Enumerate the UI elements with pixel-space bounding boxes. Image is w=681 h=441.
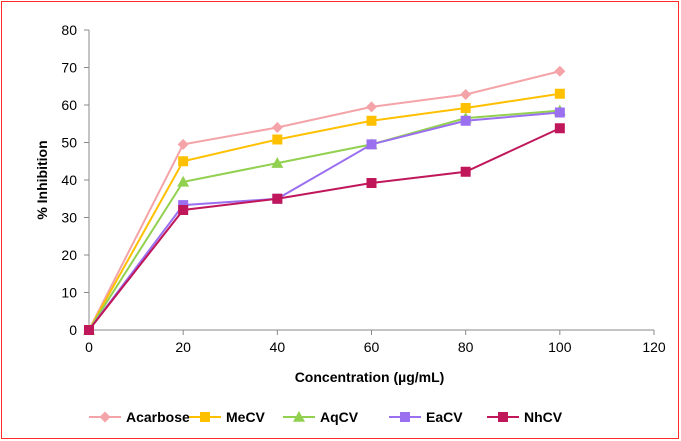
y-tick-label: 60 (61, 97, 77, 113)
legend-label: AqCV (320, 409, 359, 425)
data-point-aqcv (271, 157, 284, 168)
legend-label: MeCV (226, 409, 266, 425)
series-acarbose (83, 65, 566, 336)
data-point-mecv (366, 115, 377, 126)
data-point-mecv (272, 134, 283, 145)
legend-swatch-marker (400, 412, 410, 422)
data-point-mecv (178, 156, 189, 167)
y-tick-label: 50 (61, 135, 77, 151)
y-tick-label: 70 (61, 60, 77, 76)
y-tick-label: 80 (61, 22, 77, 38)
x-axis-title: Concentration (µg/mL) (295, 369, 445, 385)
legend-swatch-marker (99, 411, 111, 423)
x-tick-label: 100 (548, 339, 572, 355)
legend-swatch-marker (293, 411, 305, 422)
legend-item-aqcv: AqCV (283, 409, 359, 425)
x-tick-label: 20 (175, 339, 191, 355)
x-tick-label: 40 (270, 339, 286, 355)
data-point-eacv (554, 107, 565, 118)
x-tick-label: 80 (458, 339, 474, 355)
series-mecv (84, 88, 565, 335)
data-point-mecv (554, 88, 565, 99)
y-tick-label: 10 (61, 285, 77, 301)
legend-item-nhcv: NhCV (487, 409, 563, 425)
data-point-nhcv (272, 193, 283, 204)
y-tick-label: 0 (69, 322, 77, 338)
data-point-acarbose (366, 101, 377, 113)
data-point-aqcv (177, 175, 190, 187)
series-eacv (84, 107, 565, 335)
y-ticks: 0 10 20 30 40 50 60 70 80 (61, 22, 89, 338)
legend-item-mecv: MeCV (189, 409, 266, 425)
legend-label: Acarbose (126, 409, 190, 425)
series-line-aqcv (88, 109, 560, 331)
x-tick-label: 60 (364, 339, 380, 355)
data-point-mecv (460, 103, 471, 113)
data-point-eacv (366, 139, 377, 150)
legend: Acarbose MeCV AqCV EaCV NhCV (89, 409, 563, 425)
data-point-nhcv (366, 178, 377, 188)
y-tick-label: 30 (61, 210, 77, 226)
x-tick-label: 0 (85, 339, 93, 355)
y-tick-label: 20 (61, 247, 77, 263)
legend-label: NhCV (524, 409, 563, 425)
series-line-nhcv (88, 127, 561, 331)
data-point-nhcv (554, 123, 565, 134)
legend-swatch-marker (200, 412, 210, 422)
data-point-nhcv (84, 325, 94, 335)
data-point-acarbose (554, 65, 566, 77)
series-line-mecv (88, 92, 560, 331)
data-point-nhcv (460, 166, 471, 177)
data-point-acarbose (460, 89, 472, 100)
data-point-acarbose (271, 122, 283, 133)
legend-item-acarbose: Acarbose (89, 409, 190, 425)
legend-swatch-marker (498, 412, 508, 422)
x-ticks: 0 20 40 60 80 100 120 (85, 330, 666, 355)
data-point-eacv (460, 115, 471, 126)
y-tick-label: 40 (61, 172, 77, 188)
x-tick-label: 120 (642, 339, 666, 355)
series-aqcv (83, 104, 566, 335)
y-axis-title: % Inhibition (34, 140, 50, 219)
data-point-acarbose (177, 138, 189, 150)
series-line-acarbose (88, 70, 561, 331)
data-point-nhcv (178, 205, 189, 215)
series-line-eacv (88, 111, 560, 331)
legend-item-eacv: EaCV (389, 409, 463, 425)
legend-label: EaCV (426, 409, 463, 425)
series-layer (83, 65, 566, 336)
series-nhcv (84, 123, 565, 335)
